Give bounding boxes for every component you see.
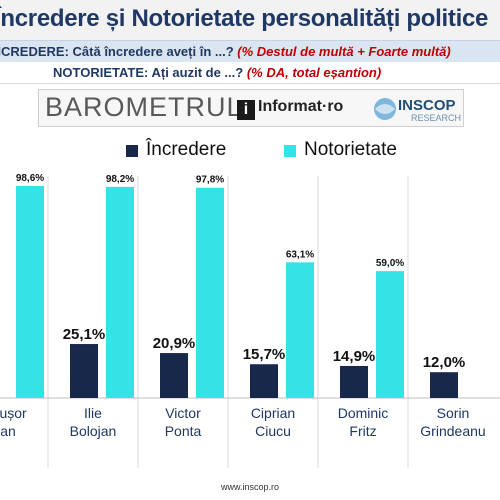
- bar-incredere: [340, 365, 368, 398]
- inscop-globe-arc: [375, 104, 395, 114]
- footer-url: www.inscop.ro: [220, 482, 280, 492]
- category-label: Fritz: [349, 423, 376, 439]
- trust-label: ÎNCREDERE:: [0, 44, 69, 59]
- bar-incredere: [250, 364, 278, 398]
- notoriety-note: (% DA, total eșantion): [246, 65, 382, 80]
- data-label-incredere: 25,1%: [63, 326, 106, 343]
- bar-notorietate: [286, 262, 314, 398]
- bar-notorietate: [16, 186, 44, 398]
- data-label-notorietate: 97,8%: [196, 175, 224, 186]
- legend-swatch-incredere: [126, 145, 138, 157]
- category-label: Victor: [165, 405, 201, 421]
- trust-note: (% Destul de multă + Foarte multă): [237, 44, 451, 59]
- data-label-incredere: 15,7%: [243, 346, 286, 363]
- informat-logo-text: Informat·ro: [258, 98, 344, 115]
- bar-notorietate: [376, 271, 404, 398]
- category-label: Ilie: [84, 405, 102, 421]
- category-label: Dan: [0, 423, 16, 439]
- data-label-incredere: 12,0%: [423, 354, 466, 371]
- inscop-logo-subtext: RESEARCH: [411, 113, 461, 123]
- category-label: Bolojan: [70, 423, 117, 439]
- bar-notorietate: [196, 187, 224, 398]
- bar-incredere: [430, 372, 458, 398]
- inscop-logo: INSCOP RESEARCH: [374, 97, 461, 123]
- trust-question-row: ÎNCREDERE: Câtă încredere aveți în ...? …: [0, 40, 500, 62]
- informat-logo: i Informat·ro: [237, 98, 343, 120]
- notoriety-question: Ați auzit de ...?: [151, 65, 244, 80]
- title-band: Încredere și Notorietate personalități p…: [0, 0, 500, 40]
- category-label: Ponta: [165, 423, 202, 439]
- bar-notorietate: [106, 186, 134, 398]
- notoriety-label: NOTORIETATE:: [53, 65, 149, 80]
- legend-label-incredere: Încredere: [146, 139, 227, 160]
- informat-mark-icon: i: [237, 100, 255, 120]
- legend-label-notorietate: Notorietate: [304, 139, 397, 160]
- category-label: Ciucu: [255, 423, 291, 439]
- data-label-notorietate: 98,6%: [16, 173, 44, 184]
- bar-chart: 98,6% Nicușor Dan 25,1% 98,2% Ilie Bolojan 20,9…: [0, 173, 500, 468]
- category-label: Ciprian: [251, 405, 295, 421]
- data-label-incredere: 14,9%: [333, 348, 376, 365]
- data-label-incredere: 20,9%: [153, 335, 196, 352]
- category-label: Nicușor: [0, 405, 27, 421]
- page-title: Încredere și Notorietate personalități p…: [0, 5, 489, 32]
- category-label: Sorin: [437, 405, 470, 421]
- legend-swatch-notorietate: [284, 145, 296, 157]
- data-label-notorietate: 63,1%: [286, 249, 314, 260]
- barometru-logo: BAROMETRUL: [45, 92, 243, 122]
- category-label: Dominic: [338, 405, 389, 421]
- bar-incredere: [70, 344, 98, 398]
- category-label: Grindeanu: [420, 423, 485, 439]
- branding-strip: BAROMETRUL i Informat·ro INSCOP RESEARCH: [38, 89, 464, 127]
- bar-incredere: [160, 353, 188, 398]
- trust-question: Câtă încredere aveți în ...?: [72, 44, 234, 59]
- data-label-notorietate: 59,0%: [376, 258, 404, 269]
- data-label-notorietate: 98,2%: [106, 174, 134, 185]
- notoriety-question-row: NOTORIETATE: Ați auzit de ...? (% DA, to…: [0, 62, 500, 84]
- inscop-logo-text: INSCOP: [398, 97, 456, 114]
